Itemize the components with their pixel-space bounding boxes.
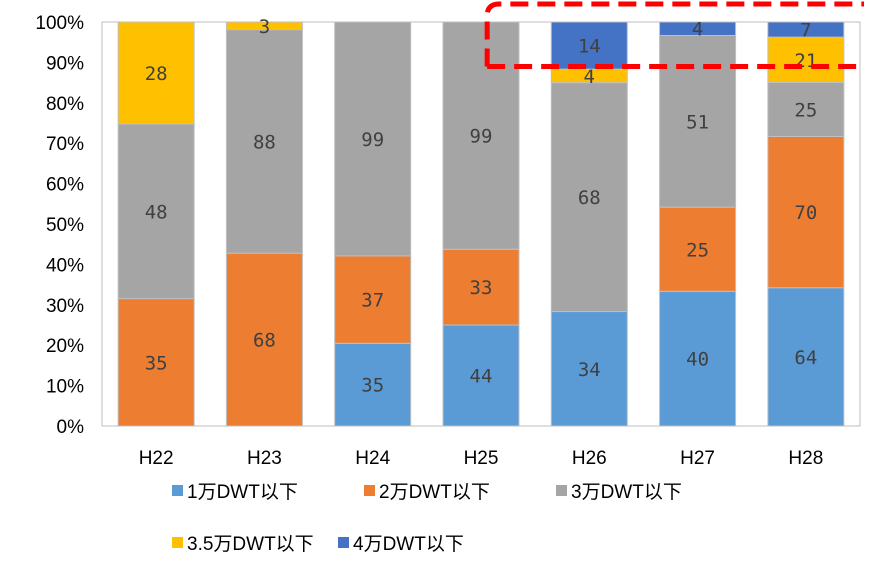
y-tick-label: 40% — [46, 255, 84, 276]
bar-segment — [767, 287, 845, 427]
legend-swatch — [172, 485, 183, 496]
bar-segment — [659, 206, 737, 292]
data-label: 25 — [686, 239, 709, 261]
x-tick-label: H22 — [139, 448, 174, 469]
x-tick-label: H27 — [680, 448, 715, 469]
bar-segment — [659, 290, 737, 427]
x-tick-label: H23 — [247, 448, 282, 469]
legend-item: 3.5万DWT以下 — [172, 529, 314, 556]
bar-segment — [550, 311, 628, 427]
legend-label: 4万DWT以下 — [353, 534, 464, 555]
y-tick-label: 50% — [46, 215, 84, 236]
bars: 35 48 28 68 88 3 35 37 99 44 33 99 34 68 4 14 40 25 51 4 64 7… — [117, 16, 845, 427]
data-label: 40 — [686, 349, 709, 371]
bar-segment — [659, 21, 737, 36]
legend-item: 4万DWT以下 — [338, 529, 464, 556]
y-tick-label: 30% — [46, 296, 84, 317]
bar-segment — [767, 136, 845, 289]
legend-label: 2万DWT以下 — [379, 482, 490, 503]
legend-label: 3.5万DWT以下 — [187, 534, 314, 555]
bar-segment — [117, 123, 195, 300]
data-label: 28 — [145, 63, 168, 85]
bar-segment — [767, 81, 845, 138]
bar-segment — [225, 21, 303, 31]
bar-segment — [334, 255, 412, 344]
bar-segment — [550, 21, 628, 70]
data-label: 4 — [692, 19, 703, 41]
data-label: 99 — [361, 129, 384, 151]
data-label: 34 — [578, 359, 601, 381]
data-label: 88 — [253, 131, 276, 153]
data-label: 7 — [800, 20, 811, 42]
x-tick-label: H24 — [355, 448, 390, 469]
y-tick-label: 0% — [57, 417, 85, 438]
legend-item: 1万DWT以下 — [172, 477, 298, 504]
bar-segment — [334, 342, 412, 427]
bar-segment — [225, 252, 303, 427]
legend-swatch — [172, 537, 183, 548]
y-tick-label: 100% — [35, 13, 84, 34]
data-label: 35 — [361, 375, 384, 397]
legend-label: 3万DWT以下 — [571, 482, 682, 503]
bar-segment — [767, 36, 845, 83]
data-label: 64 — [794, 347, 817, 369]
bar-segment — [442, 248, 520, 326]
data-label: 3 — [259, 16, 270, 38]
data-label: 25 — [794, 99, 817, 121]
y-tick-label: 10% — [46, 377, 84, 398]
data-label: 68 — [578, 187, 601, 209]
x-tick-label: H28 — [788, 448, 823, 469]
bar-segment — [767, 21, 845, 38]
legend-swatch — [338, 537, 349, 548]
data-label: 35 — [145, 352, 168, 374]
data-label: 99 — [470, 126, 493, 148]
legend-item: 3万DWT以下 — [556, 477, 682, 504]
legend-swatch — [364, 485, 375, 496]
y-tick-label: 90% — [46, 53, 84, 74]
annotation — [484, 1, 864, 69]
data-label: 37 — [361, 290, 384, 312]
y-tick-label: 70% — [46, 134, 84, 155]
bar-segment — [659, 34, 737, 208]
y-tick-label: 80% — [46, 94, 84, 115]
data-label: 33 — [470, 277, 493, 299]
data-label: 51 — [686, 111, 709, 133]
y-tick-label: 60% — [46, 175, 84, 196]
data-label: 48 — [145, 201, 168, 223]
bar-segment — [117, 21, 195, 125]
bar-segment — [334, 21, 412, 257]
bar-segment — [117, 298, 195, 427]
data-label: 44 — [470, 366, 493, 388]
legend-label: 1万DWT以下 — [187, 482, 298, 503]
data-label: 4 — [584, 66, 595, 88]
bar-segment — [442, 324, 520, 427]
x-tick-label: H25 — [464, 448, 499, 469]
legend-item: 2万DWT以下 — [364, 477, 490, 504]
y-tick-label: 20% — [46, 336, 84, 357]
annotation-dashed-box — [484, 1, 864, 69]
x-tick-label: H26 — [572, 448, 607, 469]
data-label: 14 — [578, 36, 601, 58]
bar-segment — [442, 21, 520, 250]
data-label: 70 — [794, 202, 817, 224]
data-label: 68 — [253, 330, 276, 352]
bar-segment — [550, 82, 628, 313]
y-axis: 0% 10% 20% 30% 40% 50% 60% 70% 80% 90% 100% — [35, 13, 84, 438]
legend-swatch — [556, 485, 567, 496]
x-axis: H22 H23 H24 H25 H26 H27 H28 — [139, 448, 824, 469]
